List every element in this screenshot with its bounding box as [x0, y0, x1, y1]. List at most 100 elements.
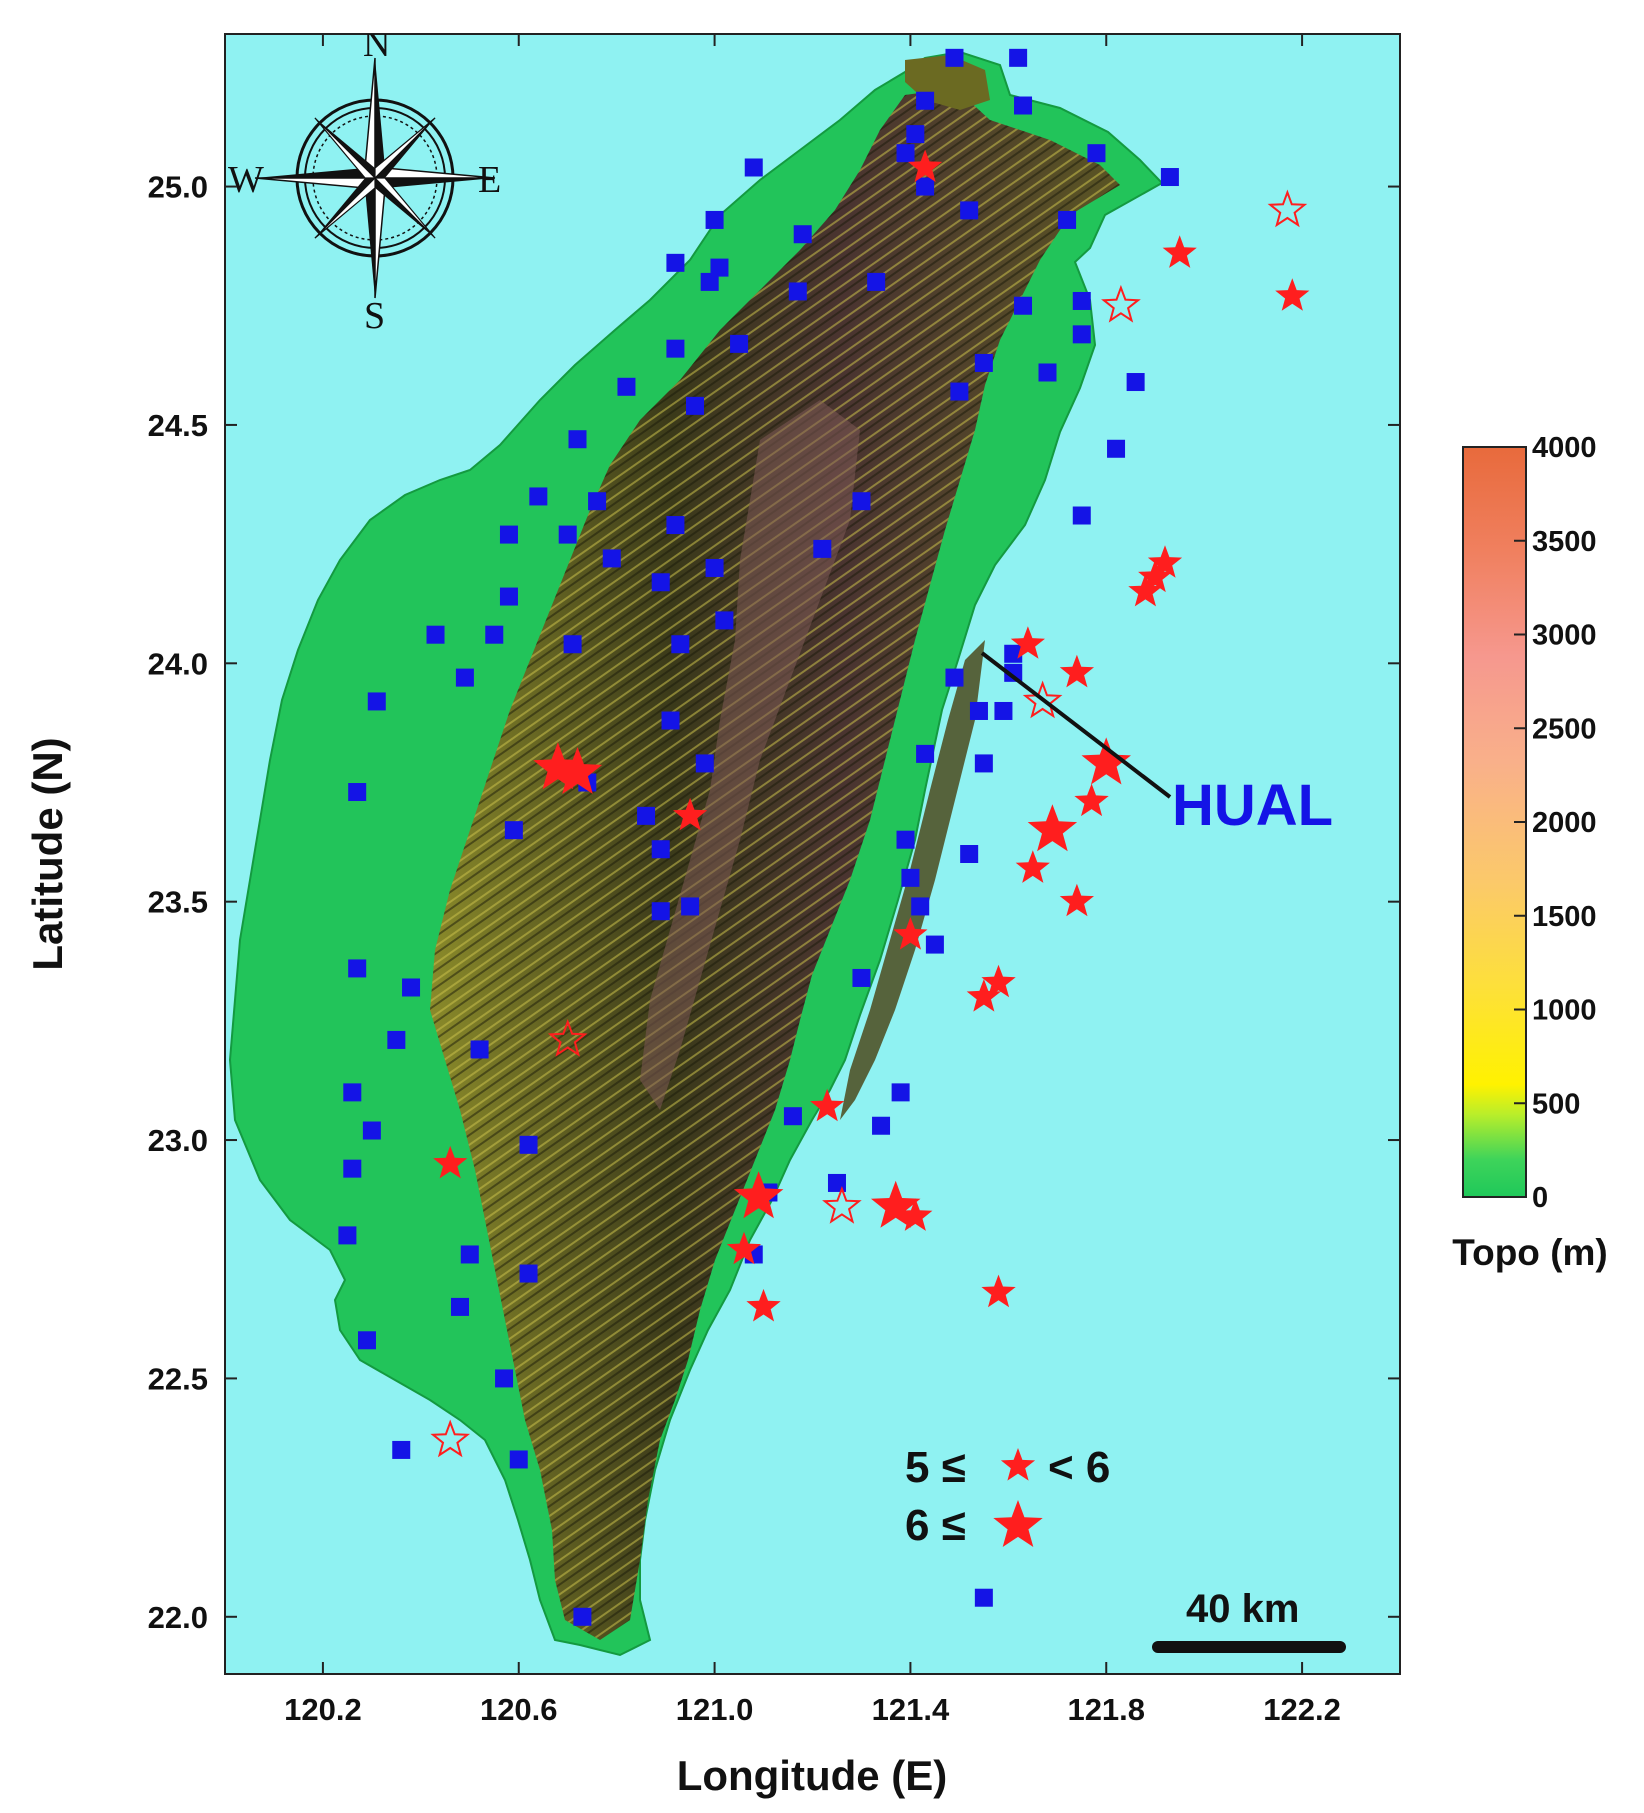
station-marker — [911, 897, 930, 916]
station-marker — [783, 1107, 802, 1126]
quake-m5-star — [1074, 783, 1109, 817]
station-marker — [495, 1369, 514, 1388]
station-marker — [1072, 325, 1091, 344]
quake-m5-star — [1128, 573, 1163, 607]
quake-m5-star — [746, 1288, 781, 1322]
colorbar-title: Topo (m) — [1452, 1232, 1607, 1273]
colorbar-tick-label: 4000 — [1532, 432, 1597, 464]
station-marker — [348, 783, 367, 802]
station-marker — [1004, 663, 1023, 682]
quake-hollow-star — [1022, 680, 1063, 719]
station-marker — [1160, 168, 1179, 187]
station-marker — [852, 492, 871, 511]
station-marker — [651, 902, 670, 921]
station-marker — [387, 1030, 406, 1049]
station-marker — [1107, 439, 1126, 458]
quake-m5-star — [1015, 850, 1050, 883]
station-marker — [695, 754, 714, 773]
station-marker — [568, 430, 587, 449]
station-marker — [558, 525, 577, 544]
station-marker — [974, 754, 993, 773]
colorbar-tick-label: 2000 — [1532, 807, 1597, 839]
station-marker — [813, 539, 832, 558]
high-peaks — [640, 400, 860, 1110]
station-marker — [666, 516, 685, 535]
quake-m6-star — [552, 747, 603, 794]
colorbar-tick-label: 0 — [1532, 1182, 1548, 1214]
station-marker — [661, 711, 680, 730]
colorbar-tick-label: 3000 — [1532, 620, 1597, 652]
station-marker — [994, 701, 1013, 720]
station-marker — [563, 635, 582, 654]
quake-m6-star — [733, 1171, 784, 1219]
x-tick-label: 121.4 — [872, 1692, 950, 1727]
station-marker — [1126, 373, 1145, 392]
quake-m6-star — [871, 1180, 921, 1228]
y-tick-label: 23.0 — [148, 1123, 208, 1158]
station-marker — [651, 840, 670, 859]
station-marker — [362, 1121, 381, 1140]
station-marker — [1072, 506, 1091, 525]
compass-s: S — [364, 295, 385, 337]
y-tick-label: 22.0 — [148, 1600, 208, 1635]
station-marker — [455, 668, 474, 687]
colorbar-tick-label: 2500 — [1532, 713, 1597, 745]
station-marker — [402, 978, 421, 997]
station-marker — [338, 1226, 357, 1245]
y-tick-label: 22.5 — [148, 1361, 208, 1396]
station-marker — [1087, 144, 1106, 163]
station-marker — [504, 821, 523, 840]
station-marker — [925, 935, 944, 954]
y-tick-label: 23.5 — [148, 885, 208, 920]
quake-m5-star — [1138, 559, 1173, 593]
quake-m5-star — [893, 917, 928, 950]
earthquakes-layer — [430, 149, 1310, 1458]
station-marker — [730, 334, 749, 353]
x-tick-label: 121.8 — [1067, 1692, 1145, 1727]
station-marker — [588, 492, 607, 511]
station-marker — [671, 635, 690, 654]
station-marker — [573, 1607, 592, 1626]
station-marker — [891, 1083, 910, 1102]
x-tick-label: 120.2 — [284, 1692, 362, 1727]
y-axis-title: Latitude (N) — [24, 737, 71, 970]
quake-m5-star — [1059, 883, 1094, 917]
station-marker — [710, 258, 729, 277]
x-tick-label: 121.0 — [676, 1692, 754, 1727]
station-marker — [788, 282, 807, 301]
topography-colorbar: 0 500 1000 1500 2000 2500 3000 3500 4000 Topo (m… — [1452, 432, 1607, 1273]
compass-e: E — [478, 159, 501, 201]
legend-star-large — [993, 1500, 1043, 1547]
station-marker — [666, 253, 685, 272]
station-marker — [1058, 210, 1077, 229]
station-marker — [509, 1450, 528, 1469]
station-marker — [1009, 48, 1028, 67]
legend-star-m6 — [993, 1500, 1043, 1547]
station-marker — [700, 272, 719, 291]
y-tick-label: 25.0 — [148, 170, 208, 205]
legend-row2-left: 6 ≤ — [905, 1501, 966, 1550]
quake-m5-star — [673, 797, 708, 831]
quake-m5-star — [1010, 626, 1045, 659]
station-marker — [651, 573, 670, 592]
station-marker — [901, 868, 920, 887]
quake-m5-star — [433, 1145, 468, 1179]
colorbar-tick-label: 1500 — [1532, 901, 1597, 933]
station-marker — [451, 1297, 469, 1316]
station-marker — [1038, 363, 1057, 382]
station-marker — [906, 125, 925, 144]
colorbar-ticks: 0 500 1000 1500 2000 2500 3000 3500 4000 — [1514, 432, 1597, 1214]
quake-m5-star — [898, 1198, 933, 1231]
quake-m5-star — [726, 1231, 762, 1265]
quake-hollow-star — [1101, 284, 1141, 323]
compass-n: N — [363, 23, 390, 65]
quake-m5-star — [1275, 278, 1310, 311]
station-marker — [460, 1245, 479, 1264]
quake-m5-star — [908, 149, 943, 183]
station-marker — [960, 845, 979, 863]
station-marker — [343, 1159, 362, 1178]
quake-m5-star — [810, 1088, 845, 1122]
legend-star-m5 — [1000, 1448, 1036, 1481]
station-marker — [367, 692, 386, 711]
x-tick-label: 120.6 — [480, 1692, 558, 1727]
